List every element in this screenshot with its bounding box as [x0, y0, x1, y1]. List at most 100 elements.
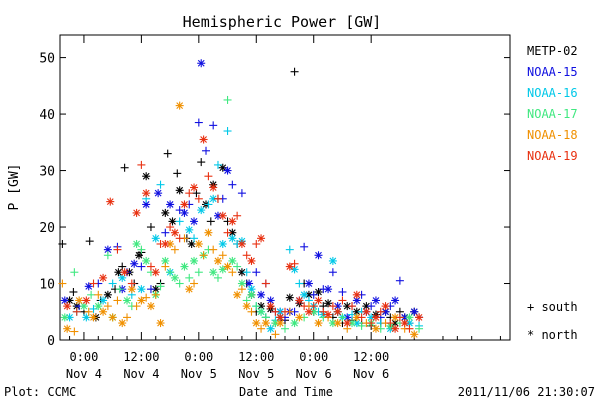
- data-point: [333, 319, 342, 328]
- data-point: [415, 313, 424, 322]
- data-point: [352, 290, 361, 299]
- plot-credit: Plot: CCMC: [4, 385, 76, 399]
- data-point: [146, 223, 155, 232]
- data-point: [228, 180, 237, 189]
- data-point: [199, 251, 208, 260]
- data-point: [362, 307, 371, 316]
- data-point: [371, 313, 380, 322]
- data-point: [295, 313, 304, 322]
- data-point: [261, 319, 270, 328]
- data-point: [163, 149, 172, 158]
- data-point: [247, 256, 256, 265]
- data-point: [142, 293, 151, 302]
- data-point: [175, 217, 184, 226]
- data-point: [257, 324, 266, 333]
- series-legend: METP-02 NOAA-15 NOAA-16 NOAA-17 NOAA-18 NOAA-…: [527, 44, 578, 163]
- data-point: [309, 302, 318, 311]
- data-point: [60, 313, 69, 322]
- data-point: [170, 273, 179, 282]
- data-point: [343, 302, 352, 311]
- data-point: [223, 127, 232, 136]
- data-point: [194, 268, 203, 277]
- data-point: [324, 299, 333, 308]
- data-point: [190, 279, 199, 288]
- data-point: [242, 251, 251, 260]
- y-tick-label: 20: [39, 221, 55, 236]
- data-point: [309, 290, 318, 299]
- data-point: [137, 262, 146, 271]
- legend-entry: NOAA-19: [527, 149, 578, 163]
- data-point: [209, 268, 218, 277]
- data-point: [154, 189, 163, 198]
- data-point: [391, 296, 400, 305]
- data-point: [233, 211, 242, 220]
- data-points: [58, 59, 424, 339]
- data-point: [228, 256, 237, 265]
- data-point: [166, 223, 175, 232]
- data-point: [170, 228, 179, 237]
- x-tick-date: Nov 6: [296, 367, 332, 381]
- data-point: [300, 302, 309, 311]
- x-tick-time: 12:00: [238, 350, 274, 364]
- data-point: [233, 262, 242, 271]
- data-point: [132, 239, 141, 248]
- data-point: [300, 242, 309, 251]
- data-point: [190, 183, 199, 192]
- data-point: [223, 95, 232, 104]
- data-point: [285, 293, 294, 302]
- data-point: [103, 290, 112, 299]
- data-point: [113, 296, 122, 305]
- data-point: [197, 59, 206, 68]
- data-point: [223, 228, 232, 237]
- x-tick-time: 12:00: [353, 350, 389, 364]
- data-point: [197, 158, 206, 167]
- data-point: [137, 245, 146, 254]
- marker-legend-entry: + south: [527, 300, 578, 314]
- data-point: [137, 160, 146, 169]
- data-point: [247, 307, 256, 316]
- x-tick-time: 0:00: [299, 350, 328, 364]
- data-point: [82, 296, 91, 305]
- data-point: [204, 200, 213, 209]
- data-point: [213, 273, 222, 282]
- data-point: [338, 296, 347, 305]
- plot-frame: [59, 34, 511, 341]
- data-point: [252, 319, 261, 328]
- data-point: [204, 172, 213, 181]
- data-point: [300, 290, 309, 299]
- data-point: [142, 256, 151, 265]
- data-point: [87, 290, 96, 299]
- data-point: [304, 279, 313, 288]
- legend-entry: NOAA-15: [527, 65, 578, 79]
- data-point: [218, 239, 227, 248]
- data-point: [99, 296, 108, 305]
- data-point: [324, 310, 333, 319]
- data-point: [223, 166, 232, 175]
- data-point: [197, 206, 206, 215]
- y-tick-label: 50: [39, 52, 55, 67]
- data-point: [314, 296, 323, 305]
- data-point: [242, 302, 251, 311]
- data-point: [395, 313, 404, 322]
- x-tick-date: Nov 5: [238, 367, 274, 381]
- legend-entry: NOAA-16: [527, 86, 578, 100]
- data-point: [89, 313, 98, 322]
- data-point: [228, 217, 237, 226]
- data-point: [161, 228, 170, 237]
- data-point: [72, 307, 81, 316]
- data-point: [338, 287, 347, 296]
- data-point: [175, 186, 184, 195]
- data-point: [103, 302, 112, 311]
- data-point: [257, 234, 266, 243]
- data-point: [333, 307, 342, 316]
- x-tick-time: 0:00: [69, 350, 98, 364]
- data-point: [343, 319, 352, 328]
- data-point: [295, 296, 304, 305]
- data-point: [352, 296, 361, 305]
- data-point: [261, 279, 270, 288]
- data-point: [386, 319, 395, 328]
- legend-entry: NOAA-18: [527, 128, 578, 142]
- data-point: [381, 302, 390, 311]
- data-point: [314, 319, 323, 328]
